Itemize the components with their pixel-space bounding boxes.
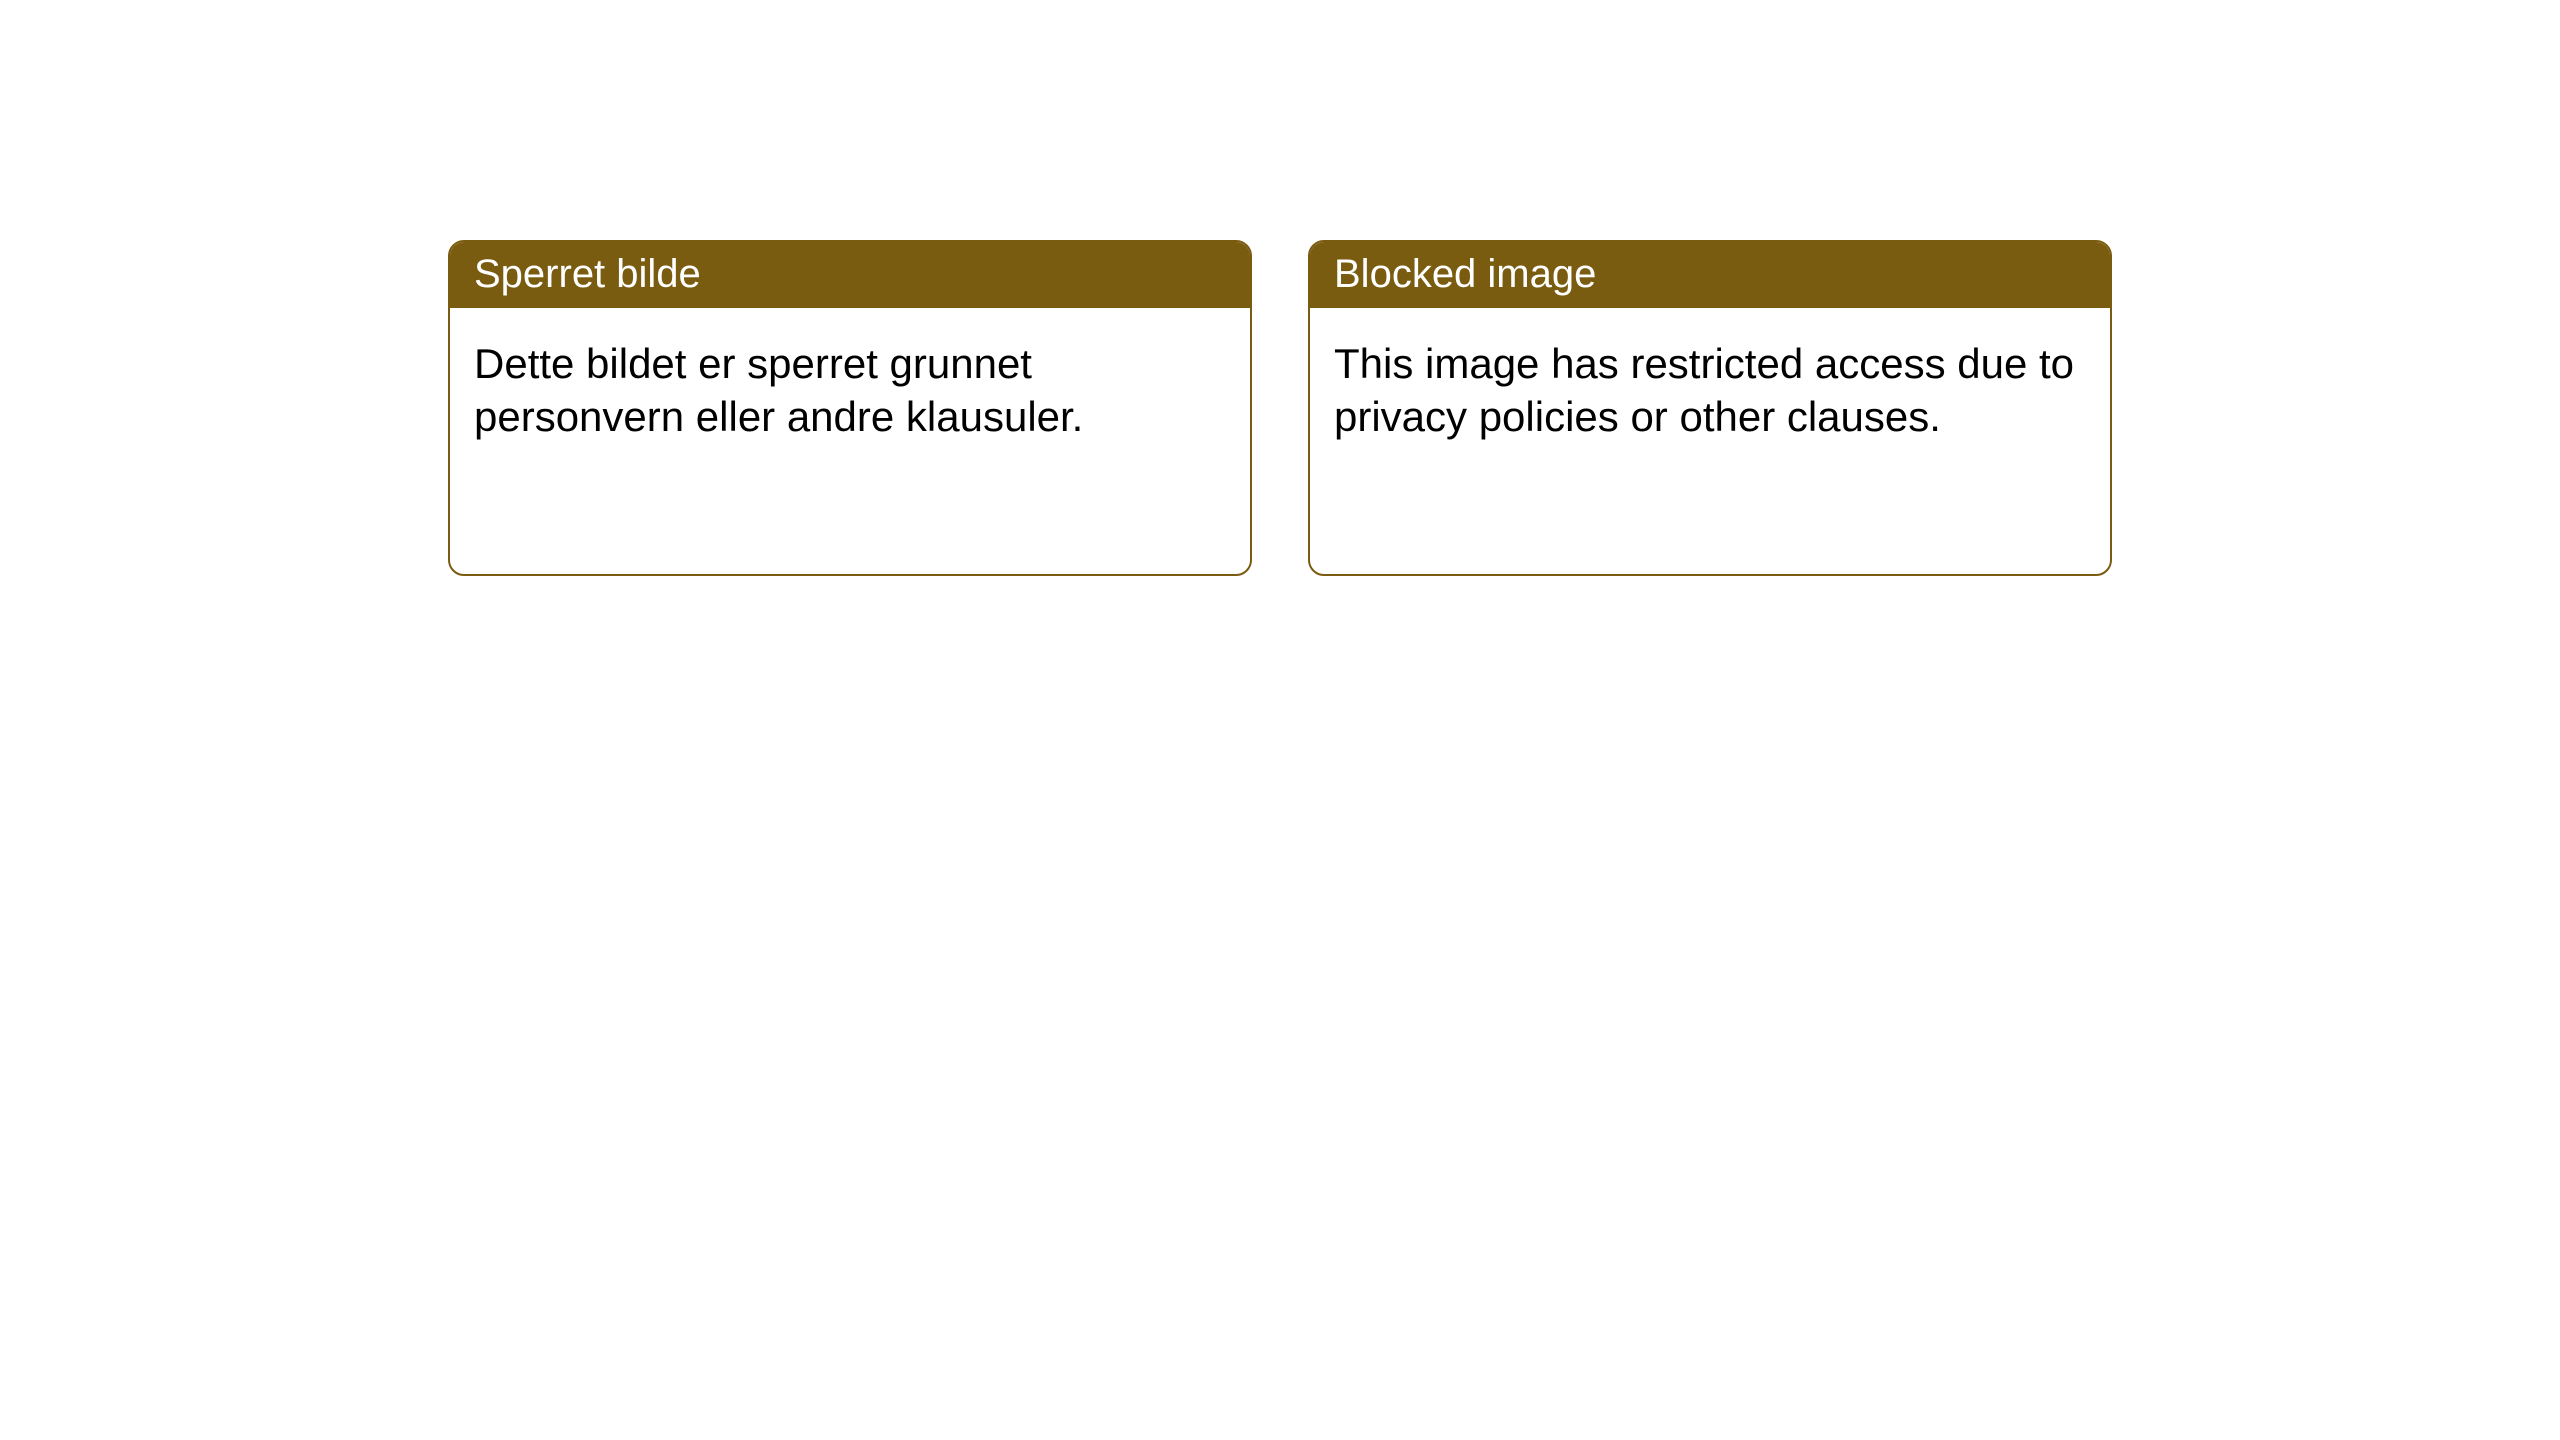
- card-message: Dette bildet er sperret grunnet personve…: [474, 340, 1083, 440]
- notice-card-norwegian: Sperret bilde Dette bildet er sperret gr…: [448, 240, 1252, 576]
- card-header: Blocked image: [1310, 242, 2110, 308]
- card-body: This image has restricted access due to …: [1310, 308, 2110, 473]
- card-message: This image has restricted access due to …: [1334, 340, 2074, 440]
- notice-cards-container: Sperret bilde Dette bildet er sperret gr…: [448, 240, 2112, 576]
- notice-card-english: Blocked image This image has restricted …: [1308, 240, 2112, 576]
- card-title: Blocked image: [1334, 252, 1596, 296]
- card-title: Sperret bilde: [474, 252, 701, 296]
- card-header: Sperret bilde: [450, 242, 1250, 308]
- card-body: Dette bildet er sperret grunnet personve…: [450, 308, 1250, 473]
